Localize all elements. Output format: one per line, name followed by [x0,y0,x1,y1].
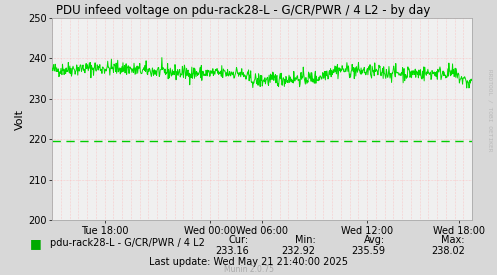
Text: Min:: Min: [295,235,316,245]
Text: 235.59: 235.59 [351,246,385,256]
Text: Avg:: Avg: [364,235,385,245]
Text: 233.16: 233.16 [215,246,248,256]
Text: Munin 2.0.75: Munin 2.0.75 [224,265,273,274]
Text: PDU infeed voltage on pdu-rack28-L - G/CR/PWR / 4 L2 - by day: PDU infeed voltage on pdu-rack28-L - G/C… [56,4,430,17]
Text: Cur:: Cur: [229,235,248,245]
Y-axis label: Volt: Volt [15,109,25,130]
Text: Max:: Max: [441,235,465,245]
Text: Last update: Wed May 21 21:40:00 2025: Last update: Wed May 21 21:40:00 2025 [149,257,348,266]
Text: 238.02: 238.02 [431,246,465,256]
Text: RRDTOOL / TOBI OETIKER: RRDTOOL / TOBI OETIKER [487,69,492,151]
Text: 232.92: 232.92 [282,246,316,256]
Text: pdu-rack28-L - G/CR/PWR / 4 L2: pdu-rack28-L - G/CR/PWR / 4 L2 [50,238,205,248]
Text: ■: ■ [30,237,42,250]
